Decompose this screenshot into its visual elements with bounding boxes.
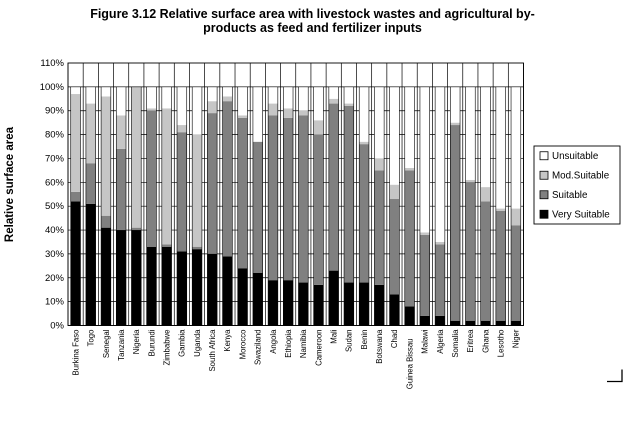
svg-text:Zimbabwe: Zimbabwe	[162, 330, 171, 366]
svg-text:60%: 60%	[45, 177, 65, 188]
svg-text:40%: 40%	[45, 225, 65, 236]
svg-text:Uganda: Uganda	[193, 329, 202, 357]
svg-text:South Africa: South Africa	[208, 329, 217, 372]
svg-text:Ghana: Ghana	[481, 329, 490, 353]
svg-text:0%: 0%	[50, 321, 64, 332]
svg-text:Very Suitable: Very Suitable	[552, 210, 610, 221]
svg-text:Angola: Angola	[269, 329, 278, 354]
svg-text:Unsuitable: Unsuitable	[552, 151, 599, 162]
svg-text:Mali: Mali	[330, 329, 339, 344]
svg-text:90%: 90%	[45, 106, 65, 117]
svg-text:Botswana: Botswana	[375, 329, 384, 364]
svg-text:70%: 70%	[45, 153, 65, 164]
svg-text:110%: 110%	[40, 58, 64, 69]
svg-text:Sudan: Sudan	[345, 330, 354, 353]
svg-text:Tanzania: Tanzania	[117, 329, 126, 361]
svg-text:Suitable: Suitable	[552, 190, 588, 201]
svg-text:Niger: Niger	[512, 329, 521, 348]
svg-text:20%: 20%	[45, 273, 65, 284]
svg-text:Algeria: Algeria	[436, 329, 445, 354]
svg-text:Chad: Chad	[390, 330, 399, 349]
svg-text:Morocco: Morocco	[238, 329, 247, 360]
svg-text:Mod.Suitable: Mod.Suitable	[552, 171, 610, 182]
svg-text:Swaziland: Swaziland	[254, 330, 263, 366]
svg-text:Somalia: Somalia	[451, 329, 460, 358]
svg-text:Cameroon: Cameroon	[314, 330, 323, 366]
svg-text:Namibia: Namibia	[299, 329, 308, 358]
svg-text:Senegal: Senegal	[102, 329, 111, 358]
svg-text:Burundi: Burundi	[147, 329, 156, 356]
svg-text:Burkina Faso: Burkina Faso	[71, 329, 80, 376]
svg-text:50%: 50%	[45, 201, 65, 212]
svg-text:30%: 30%	[45, 249, 65, 260]
svg-text:Guinea Bissau: Guinea Bissau	[405, 339, 414, 390]
svg-text:Lesotho: Lesotho	[497, 329, 506, 357]
svg-text:Eritrea: Eritrea	[466, 329, 475, 353]
svg-text:Ethiopia: Ethiopia	[284, 329, 293, 358]
svg-text:100%: 100%	[40, 82, 65, 93]
svg-text:Gambia: Gambia	[178, 329, 187, 357]
svg-text:Togo: Togo	[87, 329, 96, 347]
svg-text:Benin: Benin	[360, 330, 369, 350]
svg-text:10%: 10%	[45, 297, 65, 308]
svg-text:Malawi: Malawi	[421, 329, 430, 354]
svg-text:Kenya: Kenya	[223, 329, 232, 352]
svg-text:Nigeria: Nigeria	[132, 329, 141, 354]
svg-text:80%: 80%	[45, 130, 65, 141]
